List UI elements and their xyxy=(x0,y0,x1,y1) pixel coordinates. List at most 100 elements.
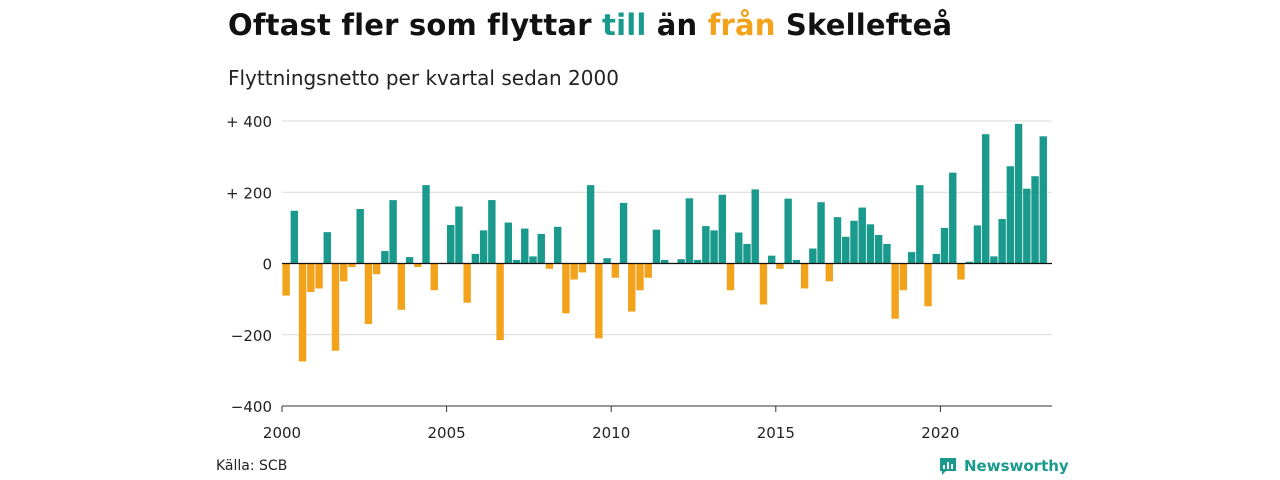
bar-positive xyxy=(784,198,792,264)
bar-positive xyxy=(323,232,331,264)
bar-positive xyxy=(554,226,562,264)
bar-negative xyxy=(545,263,554,269)
bar-positive xyxy=(471,253,480,264)
bar-positive xyxy=(1006,166,1015,264)
bar-positive xyxy=(537,233,545,264)
bar-negative xyxy=(924,263,932,307)
chart-title: Oftast fler som flyttar till än från Ske… xyxy=(228,8,952,42)
bar-positive xyxy=(677,259,685,264)
y-tick-label: −400 xyxy=(231,398,272,416)
bar-negative xyxy=(397,263,406,310)
bar-positive xyxy=(973,225,982,264)
bar-positive xyxy=(290,210,299,264)
y-tick-label: + 200 xyxy=(226,184,272,202)
bar-positive xyxy=(479,230,488,264)
bar-positive xyxy=(874,235,883,264)
bar-negative xyxy=(315,263,323,289)
bar-positive xyxy=(767,255,776,264)
bar-positive xyxy=(693,259,702,264)
title-part-3: Skellefteå xyxy=(775,8,953,42)
bar-negative xyxy=(759,263,768,305)
bar-positive xyxy=(990,256,998,264)
bar-positive xyxy=(512,259,521,264)
bar-positive xyxy=(866,224,875,264)
bar-negative xyxy=(562,263,570,314)
bar-negative xyxy=(957,263,965,280)
y-axis-ticks: + 400 + 200 0 −200 −400 xyxy=(226,113,272,416)
bar-positive xyxy=(356,208,364,264)
bar-negative xyxy=(611,263,620,278)
bar-positive xyxy=(940,227,949,264)
bar-positive xyxy=(1039,136,1047,264)
bar-negative xyxy=(430,263,438,291)
bar-positive xyxy=(981,134,990,264)
bar-positive xyxy=(405,257,414,264)
x-tick-label: 2005 xyxy=(428,424,466,442)
bar-positive xyxy=(381,251,389,264)
bar-positive xyxy=(842,236,850,264)
bar-negative xyxy=(414,263,422,268)
bar-negative xyxy=(282,263,290,296)
bar-positive xyxy=(850,220,858,264)
bar-positive xyxy=(718,194,727,264)
bar-positive xyxy=(1014,123,1023,264)
bar-positive xyxy=(1031,176,1039,264)
title-part-1: Oftast fler som flyttar xyxy=(228,8,602,42)
bar-negative xyxy=(298,263,307,362)
bar-positive xyxy=(422,185,430,264)
bar-positive xyxy=(743,243,751,264)
bar-negative xyxy=(578,263,587,273)
source-note: Källa: SCB xyxy=(216,458,288,474)
bar-negative xyxy=(891,263,899,319)
bar-positive xyxy=(751,189,759,264)
bar-positive xyxy=(710,230,718,264)
y-tick-label: 0 xyxy=(262,256,272,274)
bar-positive xyxy=(998,218,1006,264)
bar-negative xyxy=(800,263,809,289)
bar-positive xyxy=(792,259,801,264)
bar-negative xyxy=(776,263,784,269)
bar-positive xyxy=(916,185,924,264)
bar-positive xyxy=(619,202,628,264)
x-tick-label: 2020 xyxy=(921,424,959,442)
y-tick-label: −200 xyxy=(231,327,272,345)
bar-positive xyxy=(586,185,595,264)
bar-positive xyxy=(702,226,710,264)
bar-negative xyxy=(331,263,340,351)
bar-positive xyxy=(504,222,513,264)
bar-positive xyxy=(521,228,529,264)
bar-positive xyxy=(932,253,940,264)
bar-negative xyxy=(372,263,381,275)
bar-positive xyxy=(907,252,916,264)
bar-positive xyxy=(833,217,842,264)
title-till: till xyxy=(602,8,647,42)
bar-positive xyxy=(949,172,957,264)
bar-positive xyxy=(488,200,496,264)
bar-negative xyxy=(364,263,373,325)
bar-positive xyxy=(529,256,537,264)
brand-name: Newsworthy xyxy=(964,457,1069,475)
title-fran: från xyxy=(707,8,776,42)
x-axis-ticks: 2000 2005 2010 2015 2020 xyxy=(263,406,959,442)
bar-negative xyxy=(348,263,356,268)
x-tick-label: 2000 xyxy=(263,424,301,442)
bar-positive xyxy=(817,202,825,264)
bar-positive xyxy=(685,198,694,264)
bar-positive xyxy=(735,232,743,264)
newsworthy-logo-icon xyxy=(940,458,956,475)
bar-negative xyxy=(899,263,908,291)
bar-negative xyxy=(463,263,471,303)
bar-negative xyxy=(726,263,735,291)
bar-negative xyxy=(628,263,636,312)
grid-lines xyxy=(282,120,1052,336)
bar-negative xyxy=(496,263,504,341)
bar-positive xyxy=(455,206,463,264)
bar-positive xyxy=(652,229,661,264)
bar-positive xyxy=(883,243,891,264)
bar-positive xyxy=(447,225,455,264)
bar-negative xyxy=(595,263,603,339)
bar-positive xyxy=(1023,188,1031,264)
bar-negative xyxy=(636,263,644,291)
bar-negative xyxy=(644,263,652,278)
